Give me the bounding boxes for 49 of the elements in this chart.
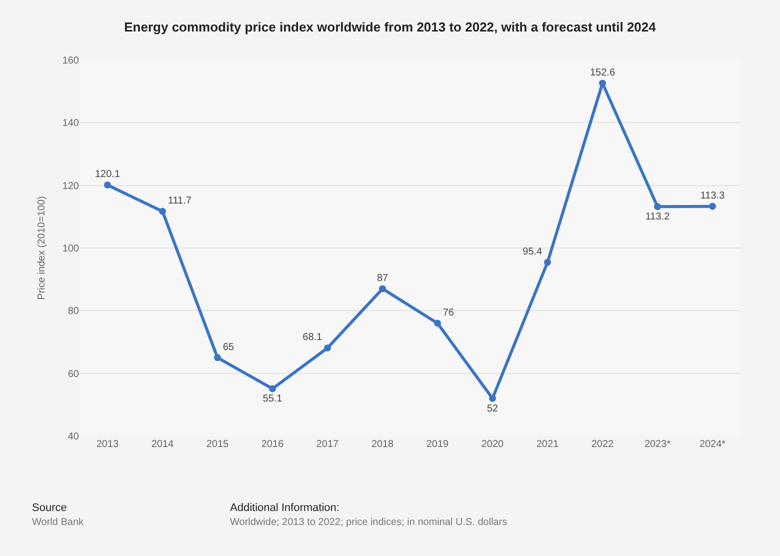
- point: [709, 202, 716, 210]
- chart-title: Energy commodity price index worldwide from 2013 to 2022, with a forecast until 2024: [124, 19, 657, 34]
- data-label: 68.1: [302, 332, 323, 344]
- point: [269, 385, 276, 392]
- point: [214, 354, 221, 362]
- data-label: 87: [376, 272, 388, 284]
- point: [159, 208, 166, 215]
- y-tick-label: 120: [62, 180, 80, 192]
- text: World Bank: [32, 517, 85, 528]
- x-tick-label: 2014: [151, 439, 174, 450]
- point: [379, 285, 386, 292]
- data-label: 65: [222, 342, 234, 353]
- data-label: 76: [442, 307, 454, 318]
- data-label: 120.1: [94, 169, 120, 180]
- x-tick-label: 2022: [591, 439, 614, 450]
- point: [489, 394, 496, 402]
- data-label: 95.4: [522, 246, 543, 258]
- data-label: 113.3: [700, 190, 726, 202]
- data-label: 152.6: [590, 67, 616, 78]
- y-tick-label: 60: [68, 368, 80, 380]
- x-tick-label: 2023*: [644, 439, 671, 450]
- point: [654, 203, 661, 210]
- data-label: 52: [486, 403, 498, 414]
- point: [324, 344, 331, 352]
- text: Source: [32, 502, 67, 514]
- point: [599, 80, 606, 87]
- data-label: 111.7: [168, 195, 192, 206]
- y-tick-label: 160: [62, 56, 80, 66]
- x-tick-label: 2024*: [699, 439, 726, 450]
- x-tick-label: 2015: [206, 439, 230, 450]
- y-tick-label: 140: [62, 118, 80, 130]
- text: Additional Information:: [230, 502, 340, 514]
- point: [434, 320, 441, 327]
- y-tick-label: 100: [62, 244, 80, 254]
- data-label: 113.2: [645, 212, 670, 223]
- data-label: 55.1: [262, 394, 283, 405]
- y-tick-label: 40: [68, 432, 80, 442]
- x-tick-label: 2016: [261, 439, 284, 450]
- y-axis-title: Price index (2010=100): [36, 196, 48, 300]
- x-tick-label: 2020: [481, 439, 504, 450]
- x-tick-label: 2017: [316, 439, 340, 450]
- y-tick-label: 80: [68, 306, 80, 318]
- text: Worldwide; 2013 to 2022; price indices; in nominal U.S. dollars: [230, 517, 508, 528]
- point: [104, 182, 111, 189]
- x-tick-label: 2018: [371, 439, 394, 450]
- point: [544, 258, 551, 266]
- x-tick-label: 2013: [96, 439, 120, 450]
- x-tick-label: 2019: [426, 439, 450, 450]
- x-tick-label: 2021: [536, 439, 560, 450]
